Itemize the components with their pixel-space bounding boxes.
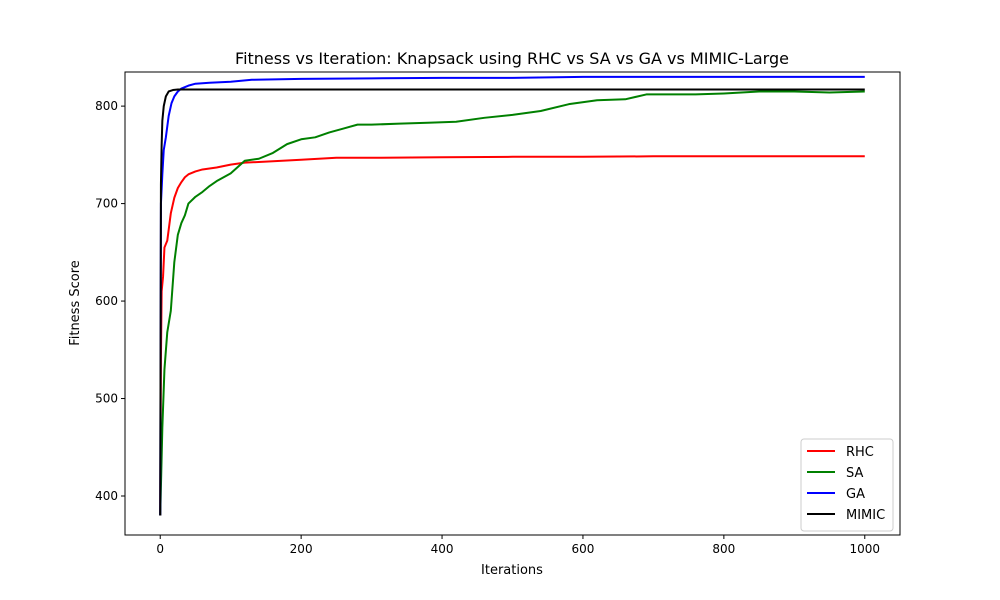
series-line-sa [159,90,865,516]
x-tick-label: 400 [431,542,454,556]
y-tick-label: 500 [95,392,118,406]
legend-label-ga: GA [846,487,865,502]
x-tick-label: 600 [572,542,595,556]
plot-area [125,72,900,535]
y-tick-label: 800 [95,99,118,113]
x-axis-label: Iterations [481,563,543,578]
series-line-ga [159,75,865,516]
x-tick-label: 0 [156,542,164,556]
chart-title: Fitness vs Iteration: Knapsack using RHC… [235,49,789,68]
series-layer [159,75,865,516]
y-axis-label: Fitness Score [68,260,83,346]
legend-box [800,438,894,532]
y-tick-label: 700 [95,197,118,211]
legend-label-mimic: MIMIC [846,508,885,523]
legend-label-rhc: RHC [846,445,874,460]
legend-label-sa: SA [846,466,863,481]
legend: RHC SA GA MIMIC [800,438,894,532]
x-tick-label: 1000 [849,542,880,556]
series-line-mimic [159,88,865,516]
series-line-rhc [159,155,865,516]
y-axis: 400 500 600 700 800 [95,99,125,503]
plot-frame [124,71,901,536]
y-tick-label: 600 [95,294,118,308]
y-tick-label: 400 [95,489,118,503]
x-tick-label: 800 [712,542,735,556]
x-axis: 0 200 400 600 800 1000 [156,535,880,556]
x-tick-label: 200 [290,542,313,556]
